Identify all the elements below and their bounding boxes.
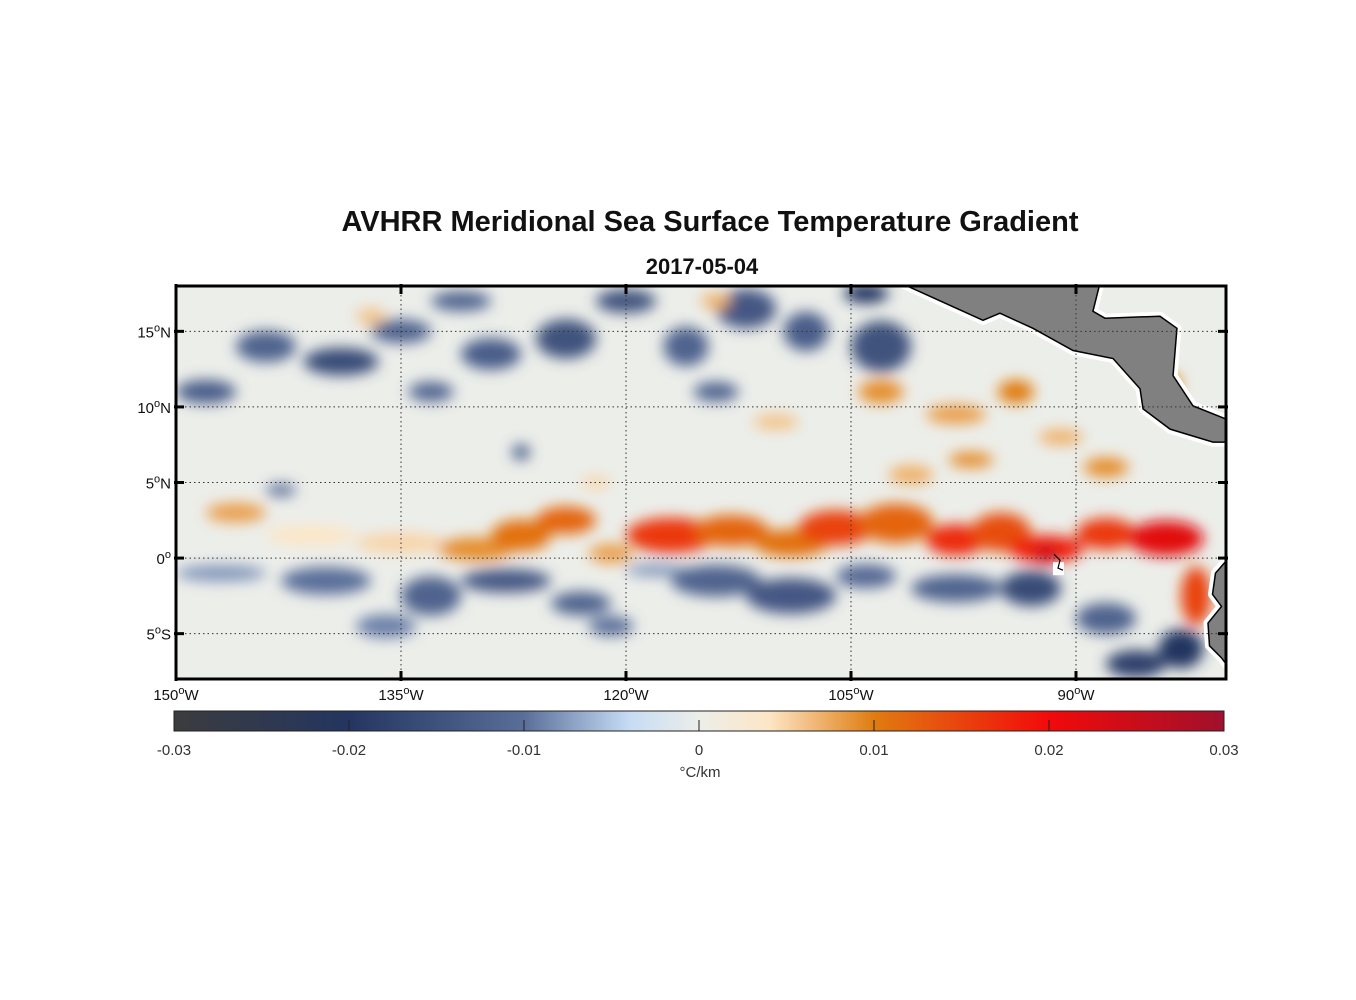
chart-title: AVHRR Meridional Sea Surface Temperature… xyxy=(341,206,1079,238)
gradient-feature xyxy=(716,289,776,329)
gradient-feature xyxy=(266,484,296,496)
y-tick-label: 10oN xyxy=(137,398,171,417)
gradient-feature xyxy=(1076,518,1136,550)
colorbar-tick-label: 0.01 xyxy=(859,742,888,759)
gradient-feature xyxy=(431,291,491,311)
gradient-feature xyxy=(1001,570,1061,606)
gradient-feature xyxy=(798,510,874,546)
gradient-feature xyxy=(536,506,596,535)
gradient-feature xyxy=(671,565,761,597)
colorbar-units: °C/km xyxy=(679,764,721,781)
y-tick-labels: 15oN 10oN 5oN 0o 5oS xyxy=(137,322,171,643)
land-polygon xyxy=(905,286,1226,443)
island-outline xyxy=(1053,553,1064,571)
colorbar-tick-label: -0.03 xyxy=(157,742,191,759)
gradient-feature xyxy=(693,515,769,547)
x-tick-label: 150oW xyxy=(153,685,199,704)
colorbar-ticks: -0.03 -0.02 -0.01 0 0.01 0.02 0.03 xyxy=(157,720,1239,759)
gradient-feature xyxy=(1106,650,1166,678)
x-tick-label: 120oW xyxy=(603,685,649,704)
gradient-feature xyxy=(1076,602,1136,635)
gradient-feature xyxy=(303,347,379,376)
gradient-feature xyxy=(663,326,709,367)
gradient-feature xyxy=(588,616,634,636)
gradient-feature xyxy=(1181,566,1211,626)
gradient-feature xyxy=(176,380,236,404)
gradient-feature xyxy=(596,289,656,313)
gradient-feature xyxy=(926,524,986,556)
gradient-feature xyxy=(888,465,934,485)
gradient-feature xyxy=(753,414,799,430)
land-layer xyxy=(897,286,1226,669)
gradient-feature xyxy=(551,591,611,616)
colorbar-tick-label: 0.02 xyxy=(1034,742,1063,759)
gradient-feature xyxy=(356,308,386,325)
gradient-feature xyxy=(851,320,911,373)
gradient-feature xyxy=(843,286,889,304)
gradient-feature xyxy=(588,543,634,564)
gradient-feature xyxy=(998,380,1034,404)
gradient-feature xyxy=(1128,520,1204,557)
colorbar-tick-label: 0 xyxy=(695,742,703,759)
gradient-feature xyxy=(236,330,296,363)
gradient-feature xyxy=(438,537,514,561)
gradient-feature xyxy=(1158,629,1204,669)
gradient-feature xyxy=(858,380,904,404)
gradient-feature xyxy=(461,568,551,593)
x-tick-labels: 150oW 135oW 120oW 105oW 90oW xyxy=(153,685,1095,704)
gradient-feature xyxy=(491,519,551,552)
gradient-feature xyxy=(911,574,1001,603)
gradient-feature xyxy=(701,293,731,309)
gradient-feature xyxy=(626,564,686,577)
gradient-feature xyxy=(746,578,836,614)
y-tick-label: 15oN xyxy=(137,322,171,341)
x-tick-label: 105oW xyxy=(828,685,874,704)
gradient-feature xyxy=(266,525,356,546)
gradient-feature xyxy=(206,502,266,523)
gradient-feature xyxy=(176,565,266,582)
gradient-feature xyxy=(926,404,986,425)
colorbar-tick-label: 0.03 xyxy=(1209,742,1238,759)
axis-ticks xyxy=(174,284,1228,681)
x-tick-label: 135oW xyxy=(378,685,424,704)
y-tick-label: 5oS xyxy=(147,625,171,644)
gradient-feature xyxy=(401,576,461,616)
gradient-feature xyxy=(1038,429,1084,446)
gradient-feature xyxy=(408,381,454,402)
x-tick-label: 90oW xyxy=(1058,685,1096,704)
colorbar-tick-label: -0.02 xyxy=(332,742,366,759)
gradient-feature xyxy=(512,444,530,461)
chart-subtitle: 2017-05-04 xyxy=(645,254,759,279)
colorbar-tick-label: -0.01 xyxy=(507,742,541,759)
y-tick-label: 0o xyxy=(157,549,171,568)
gradient-feature xyxy=(356,614,416,638)
gradient-feature xyxy=(948,451,994,468)
gradient-feature xyxy=(836,564,896,589)
gradient-feature xyxy=(693,381,739,402)
gradient-feature xyxy=(461,338,521,370)
gradient-feature xyxy=(858,503,934,543)
gradient-feature xyxy=(1083,457,1129,478)
gradient-feature xyxy=(1035,545,1057,565)
gradient-feature xyxy=(536,319,596,359)
gradient-feature xyxy=(281,566,371,595)
map-area xyxy=(176,286,1226,679)
y-tick-label: 5oN xyxy=(146,474,171,493)
gradient-feature xyxy=(626,517,716,554)
